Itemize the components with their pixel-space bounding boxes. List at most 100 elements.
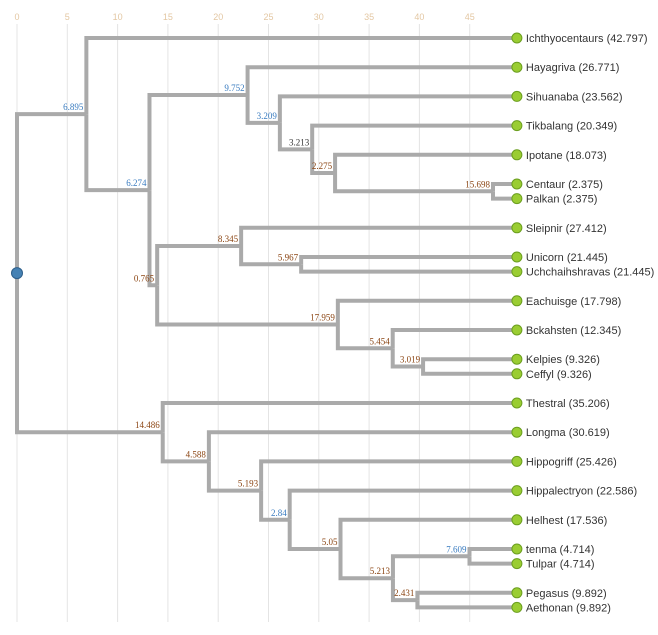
leaf-node[interactable] xyxy=(511,324,523,336)
tree-link xyxy=(338,549,393,581)
leaf-node[interactable] xyxy=(511,455,523,467)
branch-length-label: 2.431 xyxy=(394,588,414,598)
leaf-node[interactable] xyxy=(511,558,523,570)
leaf-node[interactable] xyxy=(511,120,523,132)
leaf-label: Uchchaihshravas (21.445) xyxy=(526,267,654,279)
leaf-node[interactable] xyxy=(511,295,523,307)
leaf-node[interactable] xyxy=(511,485,523,497)
leaf-label: tenma (4.714) xyxy=(526,544,594,556)
leaf-label: Helhest (17.536) xyxy=(526,515,607,527)
leaf-label: Sleipnir (27.412) xyxy=(526,223,607,235)
leaf-label: Ichthyocentaurs (42.797) xyxy=(526,33,648,45)
leaf-node[interactable] xyxy=(511,222,523,234)
tree-link xyxy=(147,190,158,288)
branch-length-label: 17.959 xyxy=(310,313,335,323)
tree-link xyxy=(84,114,150,193)
tree-link xyxy=(239,246,302,267)
leaf-node[interactable] xyxy=(511,90,523,102)
tree-link xyxy=(310,149,336,176)
leaf-node[interactable] xyxy=(511,543,523,555)
tree-link xyxy=(310,123,517,150)
tree-link xyxy=(467,556,517,566)
branch-length-label: 5.213 xyxy=(370,566,391,576)
branch-length-label: 3.209 xyxy=(257,111,278,121)
tree-link xyxy=(333,152,517,174)
leaf-node[interactable] xyxy=(511,514,523,526)
branch-length-label: 4.588 xyxy=(186,449,207,459)
tree-link xyxy=(259,459,517,491)
axis-tick-label: 35 xyxy=(364,12,374,22)
tree-link xyxy=(338,517,517,549)
branch-length-label: 14.486 xyxy=(135,420,160,430)
branch-length-label: 3.213 xyxy=(289,137,310,147)
tree-link xyxy=(239,225,517,247)
leaf-node[interactable] xyxy=(511,251,523,263)
branch-length-label: 0.765 xyxy=(134,273,155,283)
axis-tick-label: 5 xyxy=(65,12,70,22)
tree-link xyxy=(490,191,517,201)
leaf-node[interactable] xyxy=(511,397,523,409)
leaf-label: Longma (30.619) xyxy=(526,427,610,439)
leaf-node[interactable] xyxy=(511,353,523,365)
tree-link xyxy=(287,519,341,551)
tree-link xyxy=(421,357,517,367)
tree-link xyxy=(390,554,470,579)
leaf-label: Kelpies (9.326) xyxy=(526,354,600,366)
leaf-label: Tulpar (4.714) xyxy=(526,559,595,571)
leaf-node[interactable] xyxy=(511,178,523,190)
leaf-node[interactable] xyxy=(511,587,523,599)
branch-length-label: 2.84 xyxy=(271,508,287,518)
leaf-label: Ceffyl (9.326) xyxy=(526,369,592,381)
tree-link xyxy=(335,324,393,351)
leaf-label: Hippogriff (25.426) xyxy=(526,456,617,468)
branch-length-label: 7.609 xyxy=(446,544,467,554)
leaf-label: Ipotane (18.073) xyxy=(526,150,607,162)
leaf-label: Thestral (35.206) xyxy=(526,398,610,410)
tree-links xyxy=(15,36,517,610)
tree-link xyxy=(299,255,517,265)
tree-link xyxy=(467,547,517,557)
tree-link xyxy=(84,36,517,115)
leaf-node[interactable] xyxy=(511,61,523,73)
branch-length-label: 5.05 xyxy=(322,537,338,547)
leaf-node[interactable] xyxy=(511,426,523,438)
tree-link xyxy=(15,273,163,435)
tree-link xyxy=(245,95,280,125)
tree-link xyxy=(421,366,517,376)
tree-link xyxy=(15,112,87,274)
leaf-node[interactable] xyxy=(511,601,523,613)
branch-length-label: 5.193 xyxy=(238,479,259,489)
tree-link xyxy=(160,432,209,464)
leaf-label: Palkan (2.375) xyxy=(526,194,598,206)
leaf-label: Bckahsten (12.345) xyxy=(526,325,621,337)
leaf-label: Hayagriva (26.771) xyxy=(526,62,620,74)
leaf-node[interactable] xyxy=(511,149,523,161)
branch-length-label: 15.698 xyxy=(465,179,490,189)
tree-link xyxy=(155,285,338,327)
leaf-node[interactable] xyxy=(511,266,523,278)
tree-link xyxy=(335,298,517,325)
axis-tick-label: 20 xyxy=(213,12,223,22)
leaf-label: Eachuisge (17.798) xyxy=(526,296,621,308)
leaf-node[interactable] xyxy=(511,368,523,380)
tree-link xyxy=(277,122,313,152)
branch-length-label: 3.019 xyxy=(400,355,421,365)
branch-length-label: 6.895 xyxy=(63,102,84,112)
branch-length-labels: 6.895 6.274 9.752 3.209 3.213 2.275 15.698 0.76… xyxy=(63,83,490,598)
tree-link xyxy=(299,264,517,274)
leaf-node[interactable] xyxy=(511,32,523,44)
leaf-node[interactable] xyxy=(511,193,523,205)
axis-tick-label: 30 xyxy=(314,12,324,22)
tree-link xyxy=(390,578,418,603)
tree-link xyxy=(245,65,517,96)
axis-tick-label: 15 xyxy=(163,12,173,22)
branch-length-label: 8.345 xyxy=(218,234,239,244)
axis-tick-label: 40 xyxy=(414,12,424,22)
root-node[interactable] xyxy=(11,267,23,280)
tree-link xyxy=(390,328,517,349)
branch-length-label: 5.454 xyxy=(369,336,390,346)
axis-grid: 0 5 10 15 20 25 30 35 40 45 xyxy=(14,12,475,622)
tree-link xyxy=(155,244,242,286)
tree-link xyxy=(415,600,517,610)
